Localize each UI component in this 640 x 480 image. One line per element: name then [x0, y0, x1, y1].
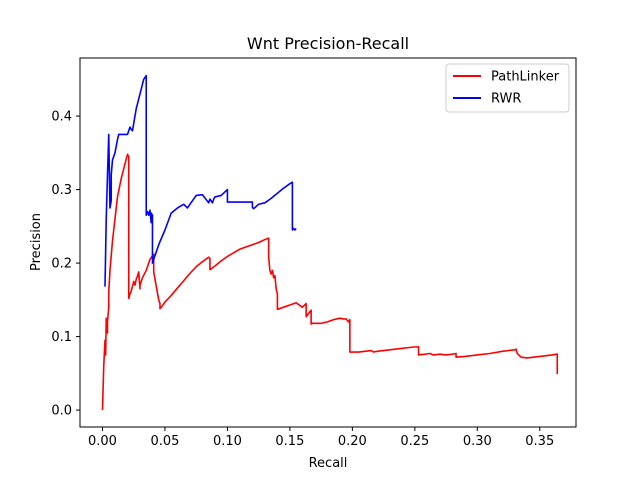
series-line-rwr	[104, 74, 297, 287]
y-axis-label: Precision	[29, 213, 44, 271]
x-axis-label: Recall	[309, 456, 348, 471]
x-tick-label: 0.35	[525, 434, 554, 449]
plot-area	[101, 74, 559, 411]
y-tick-label: 0.2	[51, 257, 72, 272]
y-tick-label: 0.4	[51, 110, 72, 125]
x-tick-label: 0.20	[338, 434, 367, 449]
legend-label-rwr: RWR	[491, 92, 521, 107]
x-axis: 0.00 0.05 0.10 0.15 0.20 0.25 0.30 0.35	[88, 427, 554, 449]
y-tick-label: 0.3	[51, 183, 72, 198]
x-tick-label: 0.15	[275, 434, 304, 449]
chart-title: Wnt Precision-Recall	[247, 34, 409, 53]
series-line-pathlinker	[101, 153, 559, 411]
x-tick-label: 0.00	[88, 434, 117, 449]
legend-label-pathlinker: PathLinker	[491, 70, 560, 85]
y-tick-label: 0.0	[51, 404, 72, 419]
plot-frame	[79, 57, 577, 428]
y-tick-label: 0.1	[51, 330, 72, 345]
x-tick-label: 0.25	[400, 434, 429, 449]
x-tick-label: 0.10	[213, 434, 242, 449]
x-tick-label: 0.05	[150, 434, 179, 449]
legend: PathLinker RWR	[445, 63, 570, 113]
x-tick-label: 0.30	[463, 434, 492, 449]
y-axis: 0.0 0.1 0.2 0.3 0.4	[51, 110, 80, 419]
